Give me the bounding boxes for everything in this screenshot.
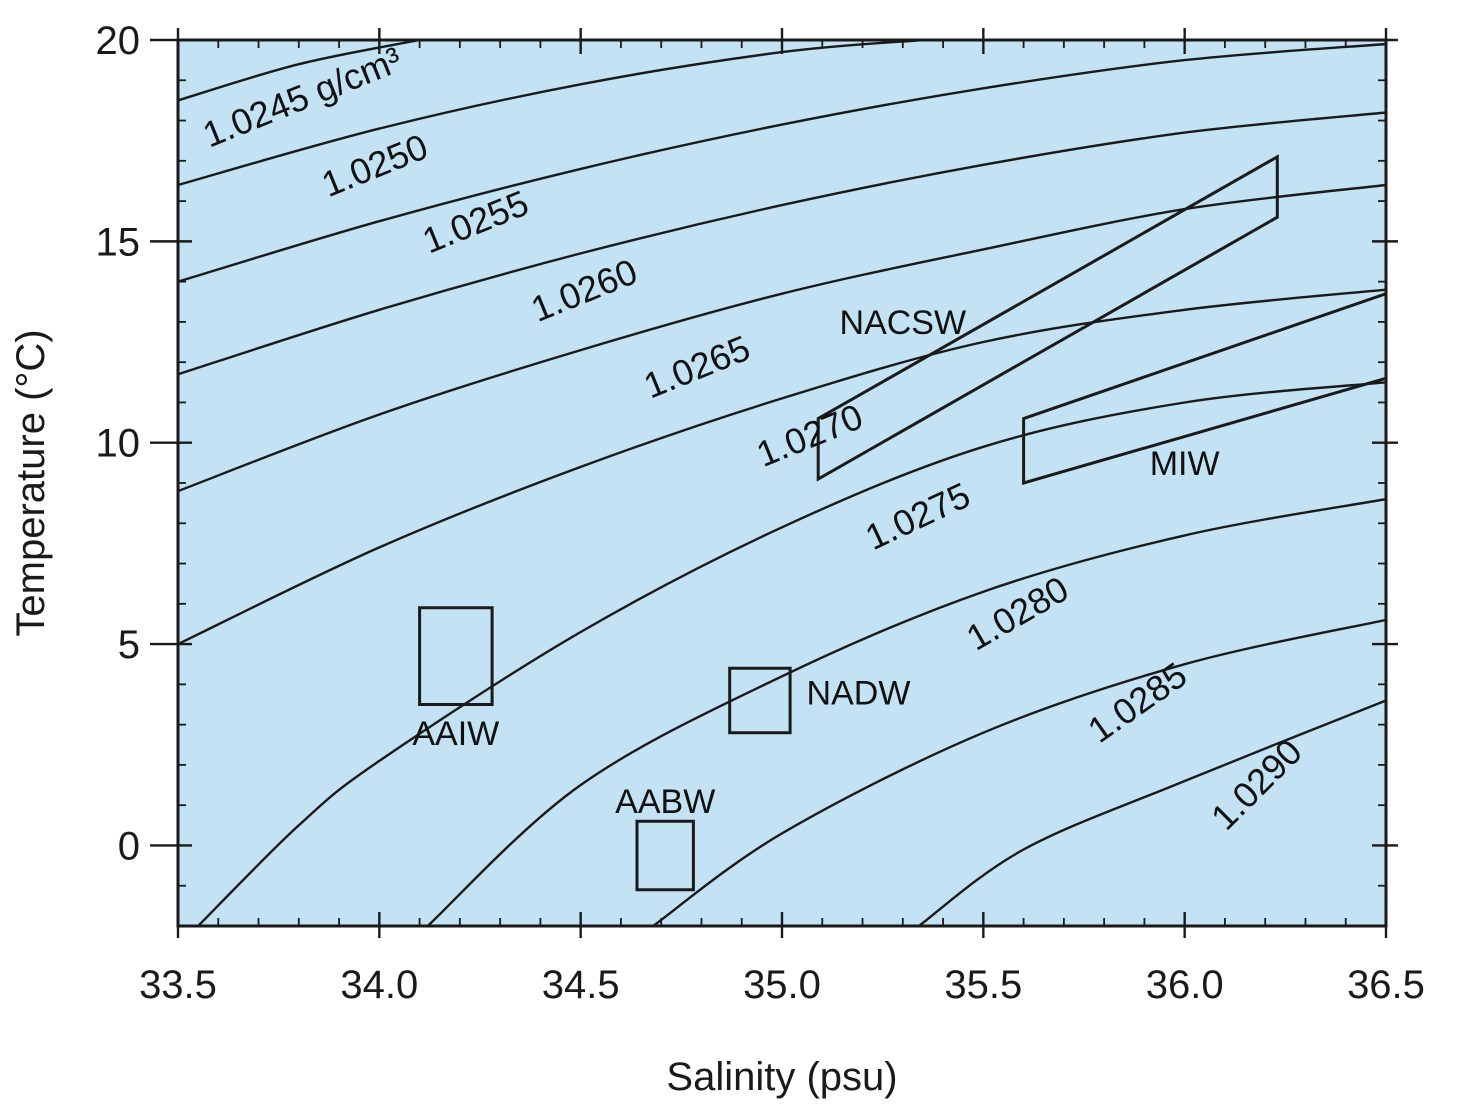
plot-area xyxy=(178,40,1386,926)
density-contour-line xyxy=(178,288,1386,646)
density-contour-line xyxy=(197,381,1386,926)
water-mass-nacsw-label: NACSW xyxy=(840,304,967,342)
y-tick-label: 20 xyxy=(96,19,141,63)
x-tick-label: 36.0 xyxy=(1146,963,1224,1007)
density-contour-line xyxy=(178,42,1386,283)
y-tick-label: 10 xyxy=(96,422,141,466)
x-tick-label: 34.5 xyxy=(542,963,620,1007)
water-mass-aaiw-label: AAIW xyxy=(412,715,499,753)
density-contour-line xyxy=(178,111,1386,376)
water-mass-aabw-outline xyxy=(635,819,695,892)
density-contour-line xyxy=(426,497,1386,926)
water-mass-nacsw-outline xyxy=(816,154,1279,482)
y-tick-label: 15 xyxy=(96,220,141,264)
water-mass-miw-label: MIW xyxy=(1150,445,1220,483)
x-tick-label: 35.5 xyxy=(944,963,1022,1007)
water-mass-nadw-outline xyxy=(728,666,792,735)
y-tick-label: 5 xyxy=(118,623,140,667)
density-contour-line xyxy=(178,40,420,102)
water-mass-aabw-label: AABW xyxy=(615,783,715,821)
density-contour-line xyxy=(652,618,1386,926)
x-tick-label: 36.5 xyxy=(1347,963,1425,1007)
density-contour-line xyxy=(178,40,924,187)
water-mass-aaiw-outline xyxy=(418,606,494,706)
x-tick-label: 35.0 xyxy=(743,963,821,1007)
x-tick-label: 33.5 xyxy=(139,963,217,1007)
x-axis-title: Salinity (psu) xyxy=(666,1055,897,1099)
y-tick-label: 0 xyxy=(118,824,140,868)
y-axis-title: Temperature (°C) xyxy=(9,329,53,636)
density-contour-line xyxy=(918,699,1386,926)
water-mass-nadw-label: NADW xyxy=(807,675,911,713)
x-tick-label: 34.0 xyxy=(340,963,418,1007)
